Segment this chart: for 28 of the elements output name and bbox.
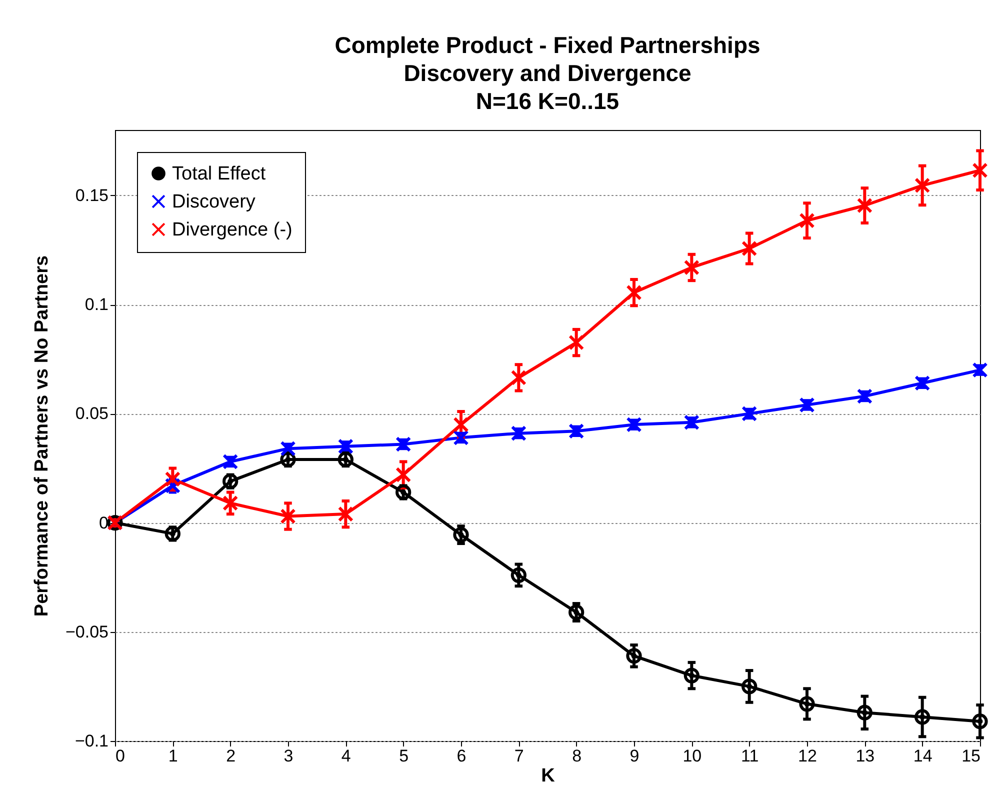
x-tick-label: 3 (284, 746, 294, 766)
x-tick-label: 9 (630, 746, 640, 766)
x-tick-label: 0 (116, 746, 125, 766)
x-tick-label: 15 (962, 746, 980, 766)
x-tick-label: 12 (798, 746, 817, 766)
y-axis-title: Performance of Partners vs No Partners (31, 255, 52, 617)
x-tick-label: 5 (399, 746, 409, 766)
x-tick-label: 8 (572, 746, 582, 766)
x-tick-label: 1 (168, 746, 178, 766)
y-tick-label: 0 (99, 513, 108, 532)
x-tick-label: 4 (341, 746, 351, 766)
y-tick-label: −0.1 (74, 732, 108, 750)
chart-title: Complete Product - Fixed Partnerships Discovery and Divergence N=16 K=0..15 (334, 32, 760, 114)
y-tick-label: −0.05 (65, 622, 108, 642)
x-tick-label: 13 (856, 746, 875, 766)
x-tick-label: 2 (226, 746, 236, 766)
legend-label: Discovery (172, 192, 256, 212)
legend-label: Total Effect (172, 164, 266, 184)
x-tick-label: 6 (456, 746, 466, 766)
x-tick-label: 10 (682, 746, 702, 766)
legend-label: Divergence (-) (172, 220, 292, 240)
x-tick-label: 14 (913, 746, 932, 766)
y-tick-label: 0.1 (84, 295, 108, 314)
x-tick-label: 7 (514, 746, 524, 766)
y-tick-label: 0.15 (75, 186, 108, 205)
x-tick-label: 11 (741, 746, 759, 766)
y-tick-label: 0.05 (75, 404, 108, 424)
x-axis-title: K (541, 766, 556, 786)
